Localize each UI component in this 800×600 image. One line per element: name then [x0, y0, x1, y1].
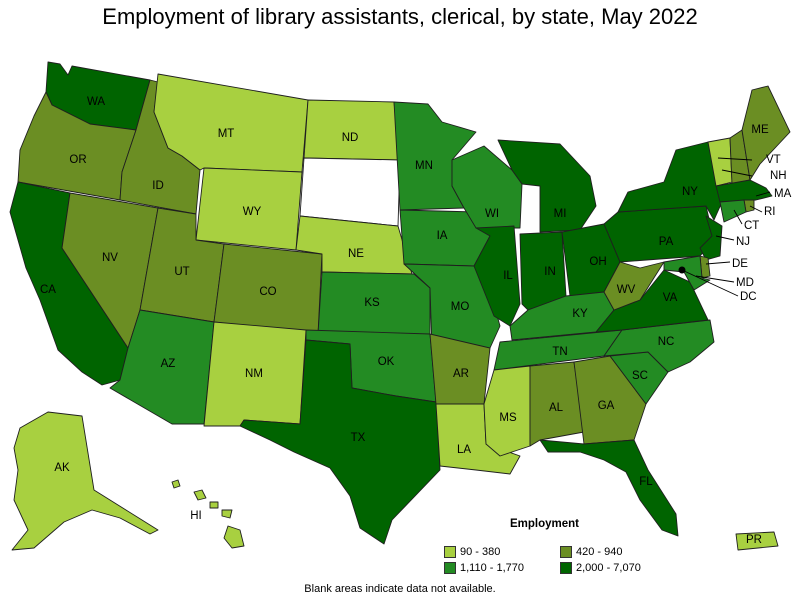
state-ak[interactable]: [11, 411, 159, 551]
legend-swatch-4: [560, 562, 572, 574]
state-il[interactable]: [473, 225, 521, 327]
state-label-dc: DC: [740, 291, 757, 303]
state-label-vt: VT: [766, 154, 781, 166]
legend-swatch-1: [444, 546, 456, 558]
state-label-me: ME: [751, 124, 769, 136]
state-ks[interactable]: [317, 271, 431, 335]
legend-title: Employment: [510, 518, 580, 530]
state-pr[interactable]: [735, 531, 779, 551]
state-label-id: ID: [152, 180, 164, 192]
state-label-ar: AR: [453, 368, 469, 380]
state-label-wa: WA: [87, 96, 105, 108]
state-label-ny: NY: [682, 186, 698, 198]
state-label-nc: NC: [658, 336, 675, 348]
state-hi[interactable]: [171, 479, 245, 549]
state-label-al: AL: [549, 402, 564, 414]
state-wi[interactable]: [451, 145, 523, 229]
state-label-ri: RI: [764, 206, 776, 218]
state-label-tn: TN: [552, 346, 567, 358]
state-label-ct: CT: [744, 220, 759, 232]
state-label-ak: AK: [54, 462, 70, 474]
state-label-mi: MI: [554, 208, 567, 220]
state-ms[interactable]: [483, 365, 531, 457]
state-label-va: VA: [663, 292, 678, 304]
state-label-la: LA: [457, 444, 471, 456]
state-label-hi: HI: [190, 510, 202, 522]
state-label-de: DE: [732, 258, 748, 270]
state-label-tx: TX: [351, 432, 366, 444]
state-label-az: AZ: [161, 358, 176, 370]
state-label-ok: OK: [378, 356, 395, 368]
legend-item-1: 90 - 380: [444, 546, 500, 558]
state-label-ne: NE: [348, 248, 364, 260]
state-label-nd: ND: [342, 132, 359, 144]
state-label-ca: CA: [40, 284, 56, 296]
state-label-ky: KY: [572, 308, 588, 320]
state-label-ma: MA: [774, 188, 792, 200]
state-label-ia: IA: [437, 230, 448, 242]
state-label-mt: MT: [218, 128, 235, 140]
state-ga[interactable]: [573, 355, 647, 445]
state-nd[interactable]: [303, 99, 401, 161]
state-label-fl: FL: [639, 476, 653, 488]
state-label-ga: GA: [598, 400, 615, 412]
state-md[interactable]: [663, 255, 711, 291]
state-label-sc: SC: [632, 370, 648, 382]
legend-label-2: 420 - 940: [576, 546, 623, 558]
state-label-nv: NV: [102, 252, 118, 264]
state-label-ms: MS: [499, 412, 517, 424]
state-label-ut: UT: [174, 266, 189, 278]
legend-swatch-3: [444, 562, 456, 574]
state-label-co: CO: [259, 286, 276, 298]
legend-item-4: 2,000 - 7,070: [560, 562, 641, 574]
state-label-wv: WV: [617, 284, 636, 296]
state-label-pr: PR: [746, 534, 762, 546]
state-label-or: OR: [69, 154, 86, 166]
state-label-mn: MN: [415, 160, 433, 172]
legend-label-3: 1,110 - 1,770: [460, 562, 525, 574]
state-ct[interactable]: [719, 199, 747, 223]
state-mi[interactable]: [497, 139, 597, 233]
state-label-pa: PA: [659, 236, 674, 248]
legend-label-4: 2,000 - 7,070: [576, 562, 641, 574]
state-pa[interactable]: [603, 205, 715, 263]
state-tx[interactable]: [239, 339, 441, 545]
state-label-wi: WI: [485, 208, 499, 220]
state-fl[interactable]: [539, 439, 679, 537]
state-label-ks: KS: [364, 297, 380, 309]
state-label-mo: MO: [451, 301, 470, 313]
state-label-oh: OH: [589, 256, 606, 268]
legend-label-1: 90 - 380: [460, 546, 501, 558]
state-sd[interactable]: [299, 157, 401, 227]
footnote: Blank areas indicate data not available.: [304, 583, 496, 595]
state-label-nh: NH: [770, 170, 787, 182]
legend-swatch-2: [560, 546, 572, 558]
state-label-nm: NM: [245, 368, 263, 380]
map-title: Employment of library assistants, cleric…: [102, 4, 698, 29]
legend-item-2: 420 - 940: [560, 546, 622, 558]
state-label-wy: WY: [243, 206, 262, 218]
state-label-nj: NJ: [736, 236, 750, 248]
legend-item-3: 1,110 - 1,770: [444, 562, 524, 574]
state-label-md: MD: [736, 277, 754, 289]
state-label-il: IL: [503, 270, 513, 282]
state-label-in: IN: [544, 266, 556, 278]
state-al[interactable]: [529, 361, 585, 447]
